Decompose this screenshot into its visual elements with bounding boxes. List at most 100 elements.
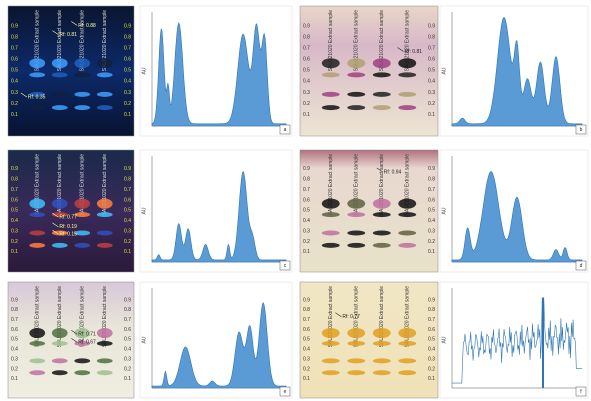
plate-tick-label: 0.1: [303, 376, 310, 382]
plate-tick-label: 0.6: [428, 57, 435, 63]
tlc-band: [29, 212, 45, 217]
tlc-band: [373, 230, 391, 235]
rf-annotation: Rf: 0.81: [59, 32, 77, 38]
plate-tick-label: 0.3: [428, 228, 435, 234]
plate-tick-label: 0.4: [303, 218, 310, 224]
panel-label: b: [580, 127, 583, 133]
plate-tick-label: 0.8: [11, 177, 18, 183]
tlc-band: [74, 370, 90, 375]
plate-tick-label: 0.4: [11, 79, 18, 85]
plate-tick-label: 0.9: [428, 23, 435, 29]
tlc-band: [322, 58, 340, 68]
plate-tick-label: 0.3: [428, 90, 435, 96]
plate-tick-label: 0.6: [428, 327, 435, 333]
tlc-band: [29, 230, 45, 235]
tlc-band: [373, 199, 391, 209]
plate-tick-label: 0.7: [303, 187, 310, 193]
plate-tick-label: 0.8: [303, 307, 310, 313]
rf-annotation: Rf: 0.81: [405, 49, 423, 55]
plate-tick-label: 0.3: [303, 90, 310, 96]
plate-tick-label: 0.1: [11, 376, 18, 382]
tlc-band: [52, 243, 68, 248]
plate-tick-label: 0.4: [124, 347, 131, 353]
plate-tick-label: 0.1: [428, 249, 435, 255]
tlc-band: [52, 199, 68, 209]
chart-frame: [440, 282, 588, 398]
plate-tick-label: 0.2: [303, 239, 310, 245]
tlc-band: [74, 358, 90, 363]
plate-tick-label: 0.3: [124, 228, 131, 234]
rf-annotation: Rf: 0.77: [59, 214, 77, 220]
tlc-plate: [8, 150, 134, 272]
tlc-band: [347, 92, 365, 97]
tlc-band: [322, 92, 340, 97]
tlc-band: [347, 72, 365, 77]
plate-tick-label: 0.6: [303, 57, 310, 63]
tlc-band: [398, 199, 416, 209]
rf-annotation: Rf: 0.19: [59, 224, 77, 230]
plate-tick-label: 0.1: [11, 112, 18, 118]
tlc-band: [322, 105, 340, 110]
y-axis-label: AU: [441, 67, 447, 74]
plate-tick-label: 0.8: [124, 177, 131, 183]
tlc-band: [322, 199, 340, 209]
plate-tick-label: 0.5: [303, 208, 310, 214]
plate-tick-label: 0.6: [11, 197, 18, 203]
plate-tick-label: 0.1: [124, 376, 131, 382]
plate-tick-label: 0.1: [11, 249, 18, 255]
peak-bar: [542, 298, 544, 388]
tlc-band: [398, 72, 416, 77]
rf-annotation: Rf: 0.94: [384, 169, 402, 175]
plate-tick-label: 0.2: [428, 239, 435, 245]
y-axis-label: AU: [141, 336, 147, 343]
plate-tick-label: 0.9: [124, 166, 131, 172]
plate-tick-label: 0.3: [428, 356, 435, 362]
tlc-band: [322, 370, 340, 375]
tlc-band: [398, 328, 416, 338]
tlc-band: [373, 58, 391, 68]
plate-tick-label: 0.2: [124, 366, 131, 372]
tlc-band: [97, 328, 113, 338]
plate-tick-label: 0.4: [11, 218, 18, 224]
plate-tick-label: 0.9: [428, 166, 435, 172]
plate-tick-label: 0.2: [428, 366, 435, 372]
tlc-band: [29, 358, 45, 363]
lane-label: SAU221020 Extract sample: [328, 286, 334, 348]
tlc-band: [74, 243, 90, 248]
plate-tick-label: 0.6: [124, 57, 131, 63]
plate-tick-label: 0.7: [124, 46, 131, 52]
tlc-band: [74, 72, 90, 77]
plate-tick-label: 0.1: [303, 249, 310, 255]
tlc-band: [398, 230, 416, 235]
plate-tick-label: 0.2: [124, 239, 131, 245]
chart-frame: [140, 150, 292, 272]
lane-label: SAU221020 Extract sample: [102, 286, 108, 348]
tlc-band: [52, 370, 68, 375]
plate-tick-label: 0.4: [11, 347, 18, 353]
plate-tick-label: 0.4: [124, 79, 131, 85]
tlc-band: [373, 72, 391, 77]
lane-label: SAU221020 Extract sample: [57, 286, 63, 348]
tlc-band: [373, 370, 391, 375]
tlc-band: [97, 58, 113, 68]
plate-tick-label: 0.2: [428, 101, 435, 107]
tlc-band: [52, 341, 68, 346]
plate-tick-label: 0.3: [11, 356, 18, 362]
tlc-band: [322, 328, 340, 338]
tlc-band: [347, 341, 365, 346]
plate-tick-label: 0.8: [303, 177, 310, 183]
plate-tick-label: 0.5: [11, 68, 18, 74]
plate-tick-label: 0.8: [11, 307, 18, 313]
tlc-band: [52, 92, 68, 97]
plate-tick-label: 0.7: [11, 317, 18, 323]
plate-tick-label: 0.8: [303, 35, 310, 41]
tlc-band: [398, 370, 416, 375]
tlc-band: [322, 212, 340, 217]
tlc-band: [97, 72, 113, 77]
plate-tick-label: 0.2: [303, 101, 310, 107]
plate-tick-label: 0.8: [124, 307, 131, 313]
plate-tick-label: 0.8: [428, 35, 435, 41]
plate-tick-label: 0.5: [303, 68, 310, 74]
y-axis-label: AU: [441, 207, 447, 214]
tlc-band: [347, 370, 365, 375]
